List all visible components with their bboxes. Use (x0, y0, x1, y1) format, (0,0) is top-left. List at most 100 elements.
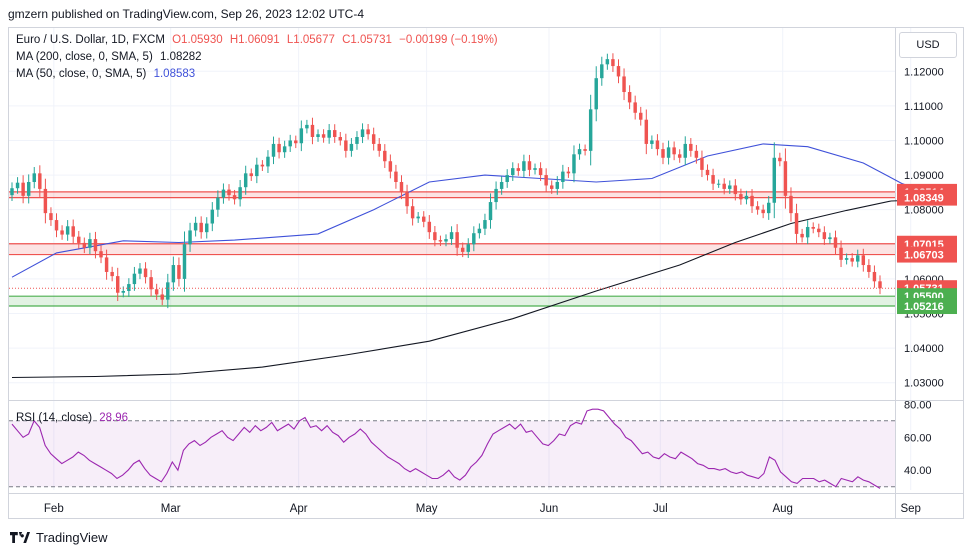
candle-body (360, 129, 365, 138)
legend-ma200-row[interactable]: MA (200, close, 0, SMA, 5) 1.08282 (16, 51, 206, 63)
candle-body (410, 206, 415, 219)
price-label-text: 1.06703 (904, 250, 944, 262)
price-tick-label: 1.12000 (904, 66, 944, 78)
candle-body (755, 206, 760, 210)
month-tick-label: Mar (161, 503, 181, 515)
candle-body (371, 134, 376, 144)
candle-body (82, 242, 87, 248)
rsi-tick-label: 40.00 (904, 465, 932, 477)
candle-body (21, 182, 25, 196)
ma200-label: MA (200, close, 0, SMA, 5) (16, 51, 153, 63)
price-label-box (897, 189, 957, 206)
candle-body (761, 209, 765, 214)
candle-body (327, 130, 331, 138)
candle-body (483, 220, 487, 229)
ma200-value: 1.08282 (159, 51, 202, 63)
candle-body (338, 137, 343, 141)
candle-body (499, 181, 504, 189)
candle-body (794, 213, 799, 234)
symbol-name[interactable]: Euro / U.S. Dollar, 1D, FXCM (16, 34, 165, 46)
candle-body (511, 168, 515, 176)
candle-body (305, 124, 309, 129)
candle-body (605, 59, 610, 65)
candle-body (817, 228, 821, 233)
candle-body (555, 181, 560, 189)
candle-body (744, 195, 749, 200)
candle-body (221, 189, 226, 198)
candle-body (522, 161, 526, 171)
legend-ma50-row[interactable]: MA (50, close, 0, SMA, 5) 1.08583 (16, 68, 199, 80)
rsi-tick-label: 80.00 (904, 399, 932, 411)
ma50-value: 1.08583 (153, 68, 196, 80)
candle-body (171, 265, 176, 283)
legend-rsi-row[interactable]: RSI (14, close) 28.96 (16, 412, 132, 424)
candle-body (572, 154, 576, 174)
candle-body (505, 175, 509, 182)
candle-body (672, 147, 676, 155)
candle-body (422, 216, 426, 222)
sr-zone (9, 296, 895, 307)
price-axis: 1.120001.110001.100001.090001.080001.070… (897, 66, 957, 390)
currency-button[interactable]: USD (899, 32, 957, 58)
candle-body (466, 244, 470, 252)
rsi-tick-label: 60.00 (904, 432, 932, 444)
candle-body (349, 143, 354, 151)
ma200-line (11, 199, 919, 379)
price-tick-label: 1.08000 (904, 205, 944, 217)
candle-body (622, 76, 626, 93)
candle-body (433, 232, 437, 241)
footer-brand: TradingView (10, 530, 108, 545)
sr-zone (9, 243, 895, 255)
footer-brand-name: TradingView (36, 530, 108, 545)
candle-body (544, 175, 548, 186)
candle-body (633, 102, 637, 113)
legend-symbol-row: Euro / U.S. Dollar, 1D, FXCM O1.05930 H1… (16, 34, 502, 46)
candle-body (104, 257, 109, 272)
candle-body (750, 195, 754, 207)
candle-body (650, 140, 654, 144)
low-value: L1.05677 (286, 34, 335, 46)
candle-body (733, 185, 738, 195)
candle-body (594, 78, 598, 110)
candle-body (77, 236, 81, 243)
price-label-box (897, 246, 957, 263)
change-value: −0.00199 (−0.19%) (399, 34, 498, 46)
candle-body (850, 258, 854, 262)
candle-body (321, 134, 326, 138)
candle-body (88, 239, 92, 248)
candle-body (154, 289, 159, 295)
rsi-pane: 80.00 60.00 40.00 (9, 399, 932, 489)
candle-body (266, 156, 270, 167)
price-tick-label: 1.11000 (904, 101, 943, 113)
candle-body (193, 222, 198, 231)
candle-body (427, 221, 432, 233)
candle-body (811, 226, 815, 229)
candle-body (694, 150, 699, 158)
candle-body (416, 216, 420, 219)
candle-body (143, 268, 148, 278)
candle-body (488, 202, 493, 221)
price-label-text: 1.08349 (904, 193, 944, 205)
candle-body (527, 161, 532, 170)
candle-body (399, 181, 404, 193)
candle-body (394, 171, 398, 182)
candle-body (99, 251, 103, 258)
candle-body (294, 140, 298, 144)
candle-body (766, 202, 771, 214)
candle-body (232, 195, 237, 200)
candle-body (705, 169, 710, 176)
candle-body (310, 124, 315, 138)
publisher-line: gmzern published on TradingView.com, Sep… (8, 7, 364, 21)
candle-body (405, 192, 409, 207)
candle-body (238, 187, 242, 200)
candle-body (127, 284, 131, 291)
candle-body (683, 143, 687, 158)
candle-body (549, 185, 554, 189)
month-tick-label: Feb (44, 503, 64, 515)
time-axis: Feb Mar Apr May Jun Jul Aug Sep (44, 503, 921, 515)
candle-body (210, 209, 215, 224)
tradingview-logo-icon (10, 531, 30, 544)
candle-body (277, 143, 281, 153)
candle-body (166, 282, 170, 300)
